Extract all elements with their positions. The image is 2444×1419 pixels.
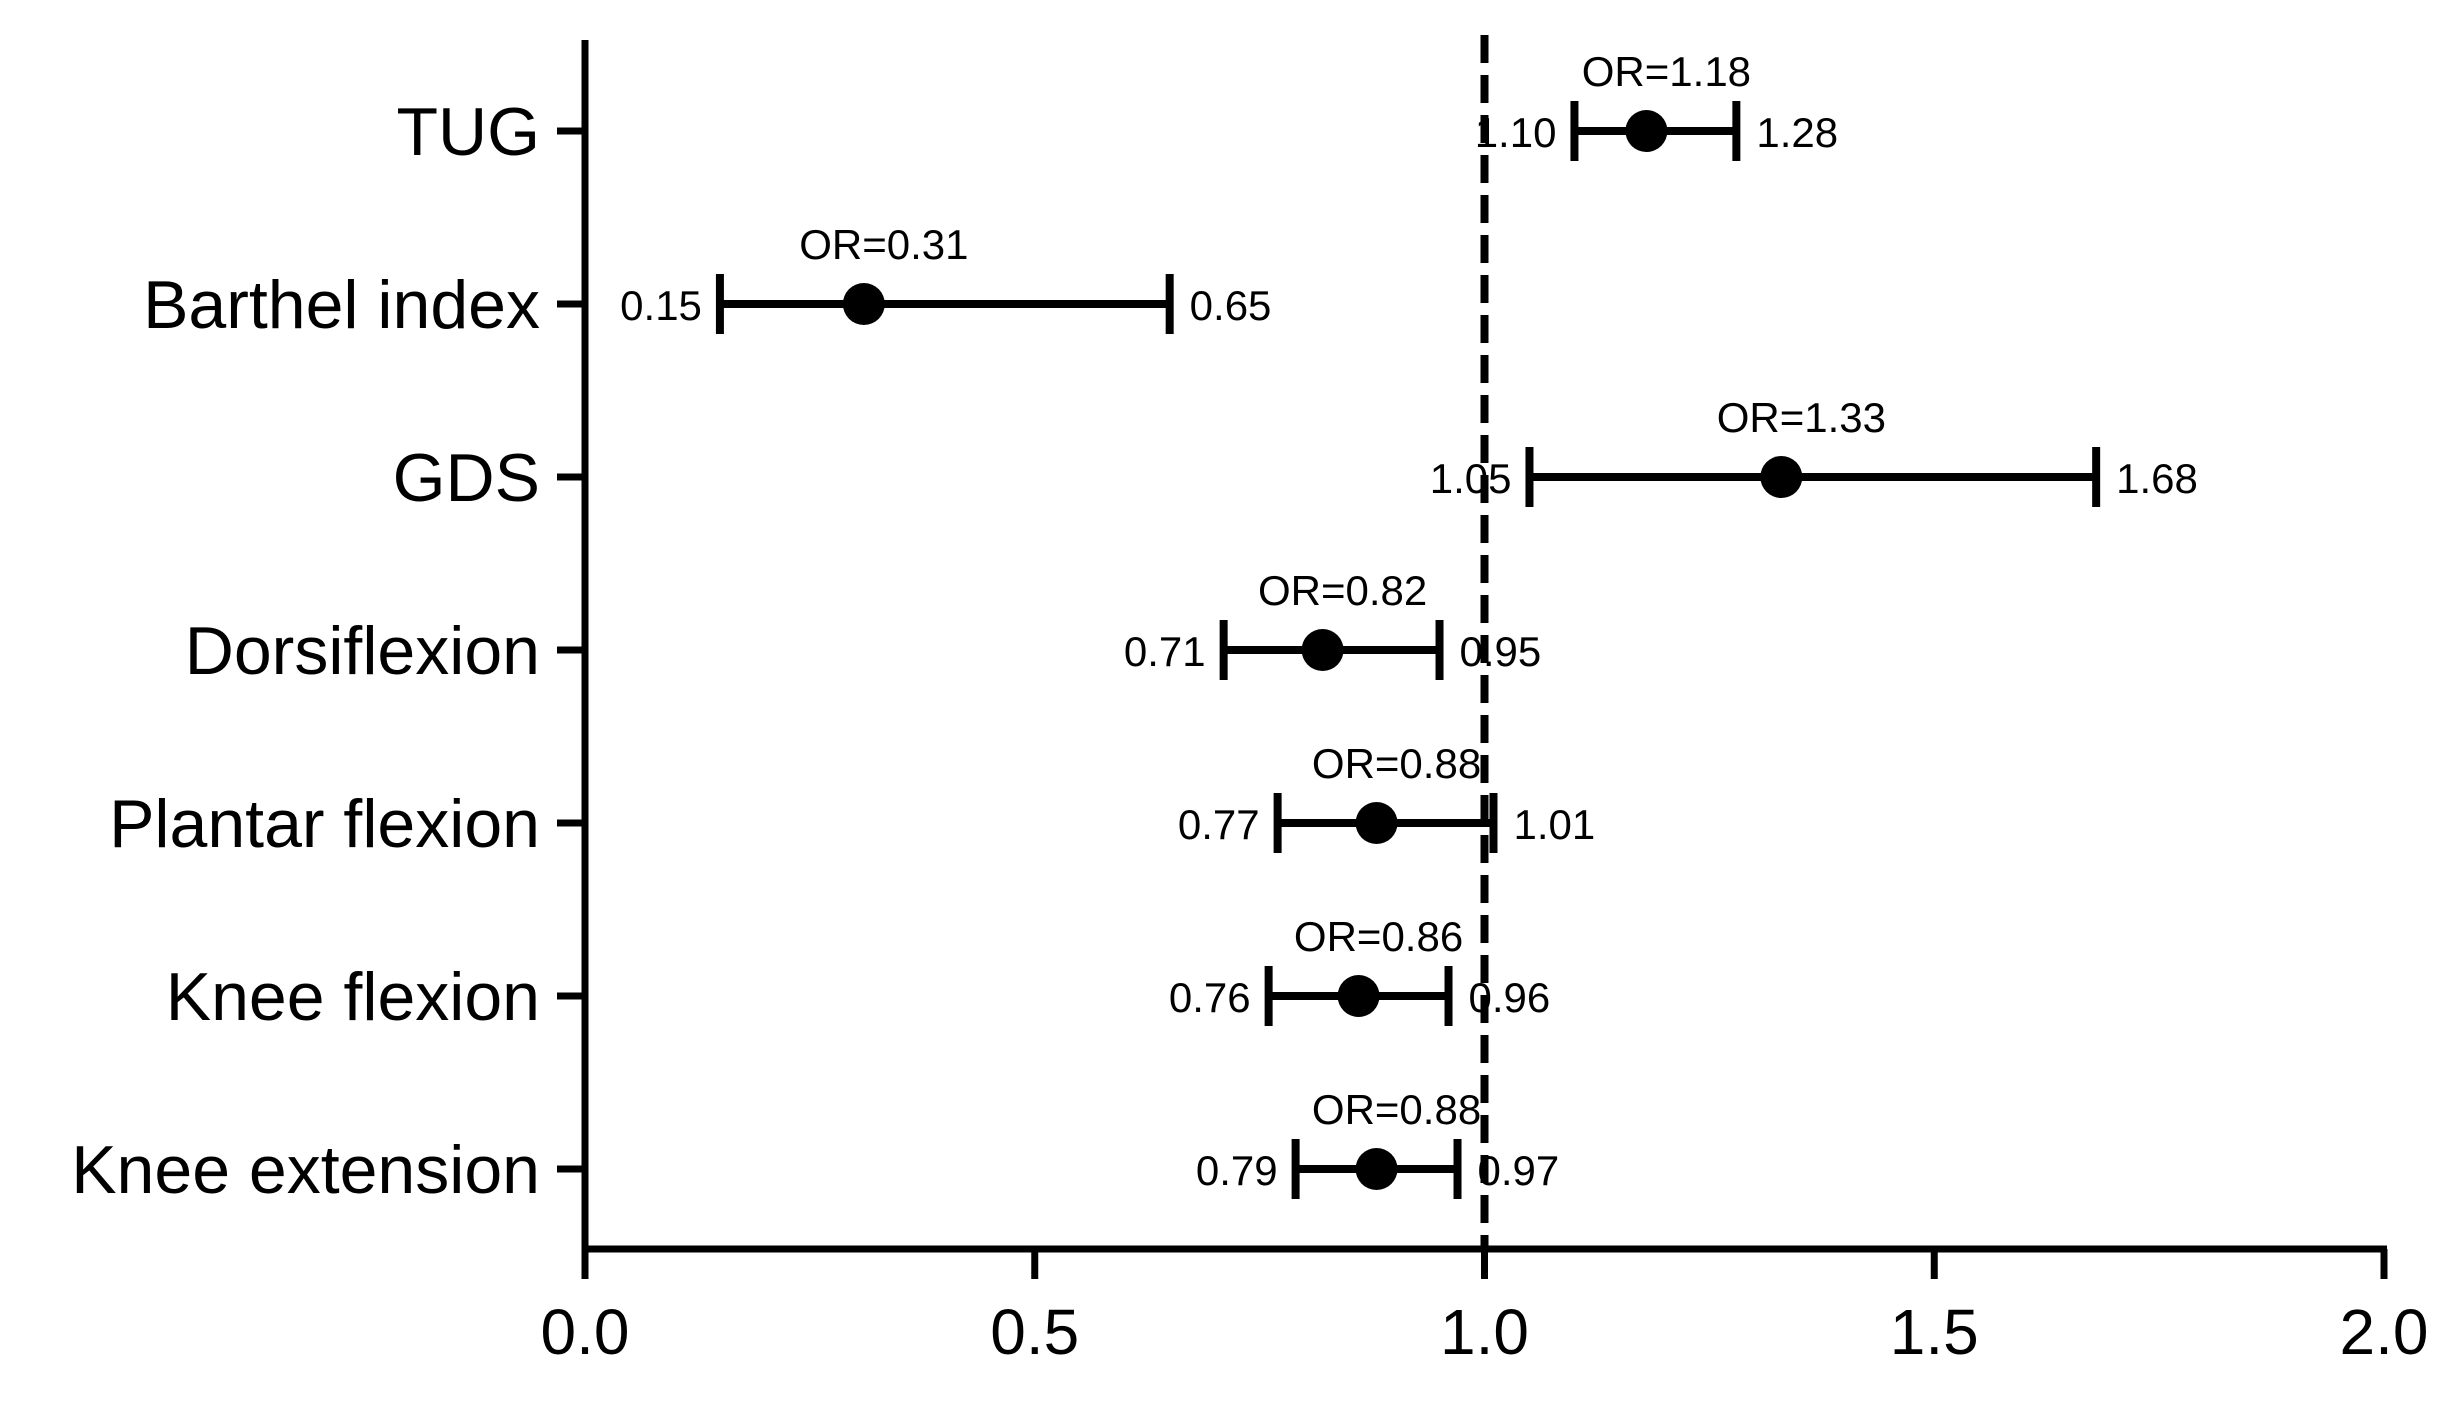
ci-upper-label: 0.96 xyxy=(1469,974,1551,1021)
or-label: OR=0.31 xyxy=(799,221,968,268)
category-label: Dorsiflexion xyxy=(185,613,540,689)
x-tick-label: 0.0 xyxy=(541,1296,630,1368)
ci-upper-label: 1.68 xyxy=(2116,455,2198,502)
x-tick-label: 2.0 xyxy=(2340,1296,2429,1368)
ci-upper-label: 0.95 xyxy=(1460,628,1542,675)
or-point xyxy=(1337,975,1380,1017)
x-tick-label: 0.5 xyxy=(990,1296,1079,1368)
category-label: Knee extension xyxy=(71,1132,540,1208)
ci-upper-label: 1.01 xyxy=(1513,801,1595,848)
ci-upper-label: 1.28 xyxy=(1756,109,1838,156)
or-label: OR=1.33 xyxy=(1717,394,1886,441)
or-label: OR=0.82 xyxy=(1258,567,1427,614)
or-point xyxy=(1625,110,1668,152)
or-label: OR=0.88 xyxy=(1312,740,1481,787)
or-label: OR=1.18 xyxy=(1582,48,1751,95)
ci-lower-label: 1.05 xyxy=(1430,455,1512,502)
or-point xyxy=(1355,802,1398,844)
category-label: Plantar flexion xyxy=(109,786,540,862)
ci-lower-label: 1.10 xyxy=(1475,109,1557,156)
ci-lower-label: 0.76 xyxy=(1169,974,1251,1021)
category-label: Barthel index xyxy=(143,267,540,343)
ci-lower-label: 0.71 xyxy=(1124,628,1206,675)
category-label: GDS xyxy=(393,440,540,516)
or-label: OR=0.88 xyxy=(1312,1086,1481,1133)
category-label: TUG xyxy=(396,94,540,170)
ci-lower-label: 0.15 xyxy=(620,282,702,329)
ci-upper-label: 0.97 xyxy=(1478,1147,1560,1194)
or-point xyxy=(842,283,885,325)
or-point xyxy=(1760,456,1803,498)
x-tick-label: 1.5 xyxy=(1890,1296,1979,1368)
ci-lower-label: 0.77 xyxy=(1178,801,1260,848)
or-point xyxy=(1301,629,1344,671)
plot-area: 0.0 0.5 1.0 1.5 2.0 TUG OR=1.18 1.10 1.28 Barthel… xyxy=(71,35,2428,1368)
ci-lower-label: 0.79 xyxy=(1196,1147,1278,1194)
ci-upper-label: 0.65 xyxy=(1190,282,1272,329)
or-point xyxy=(1355,1148,1398,1190)
x-tick-label: 1.0 xyxy=(1440,1296,1529,1368)
category-label: Knee flexion xyxy=(166,959,540,1035)
or-label: OR=0.86 xyxy=(1294,913,1463,960)
